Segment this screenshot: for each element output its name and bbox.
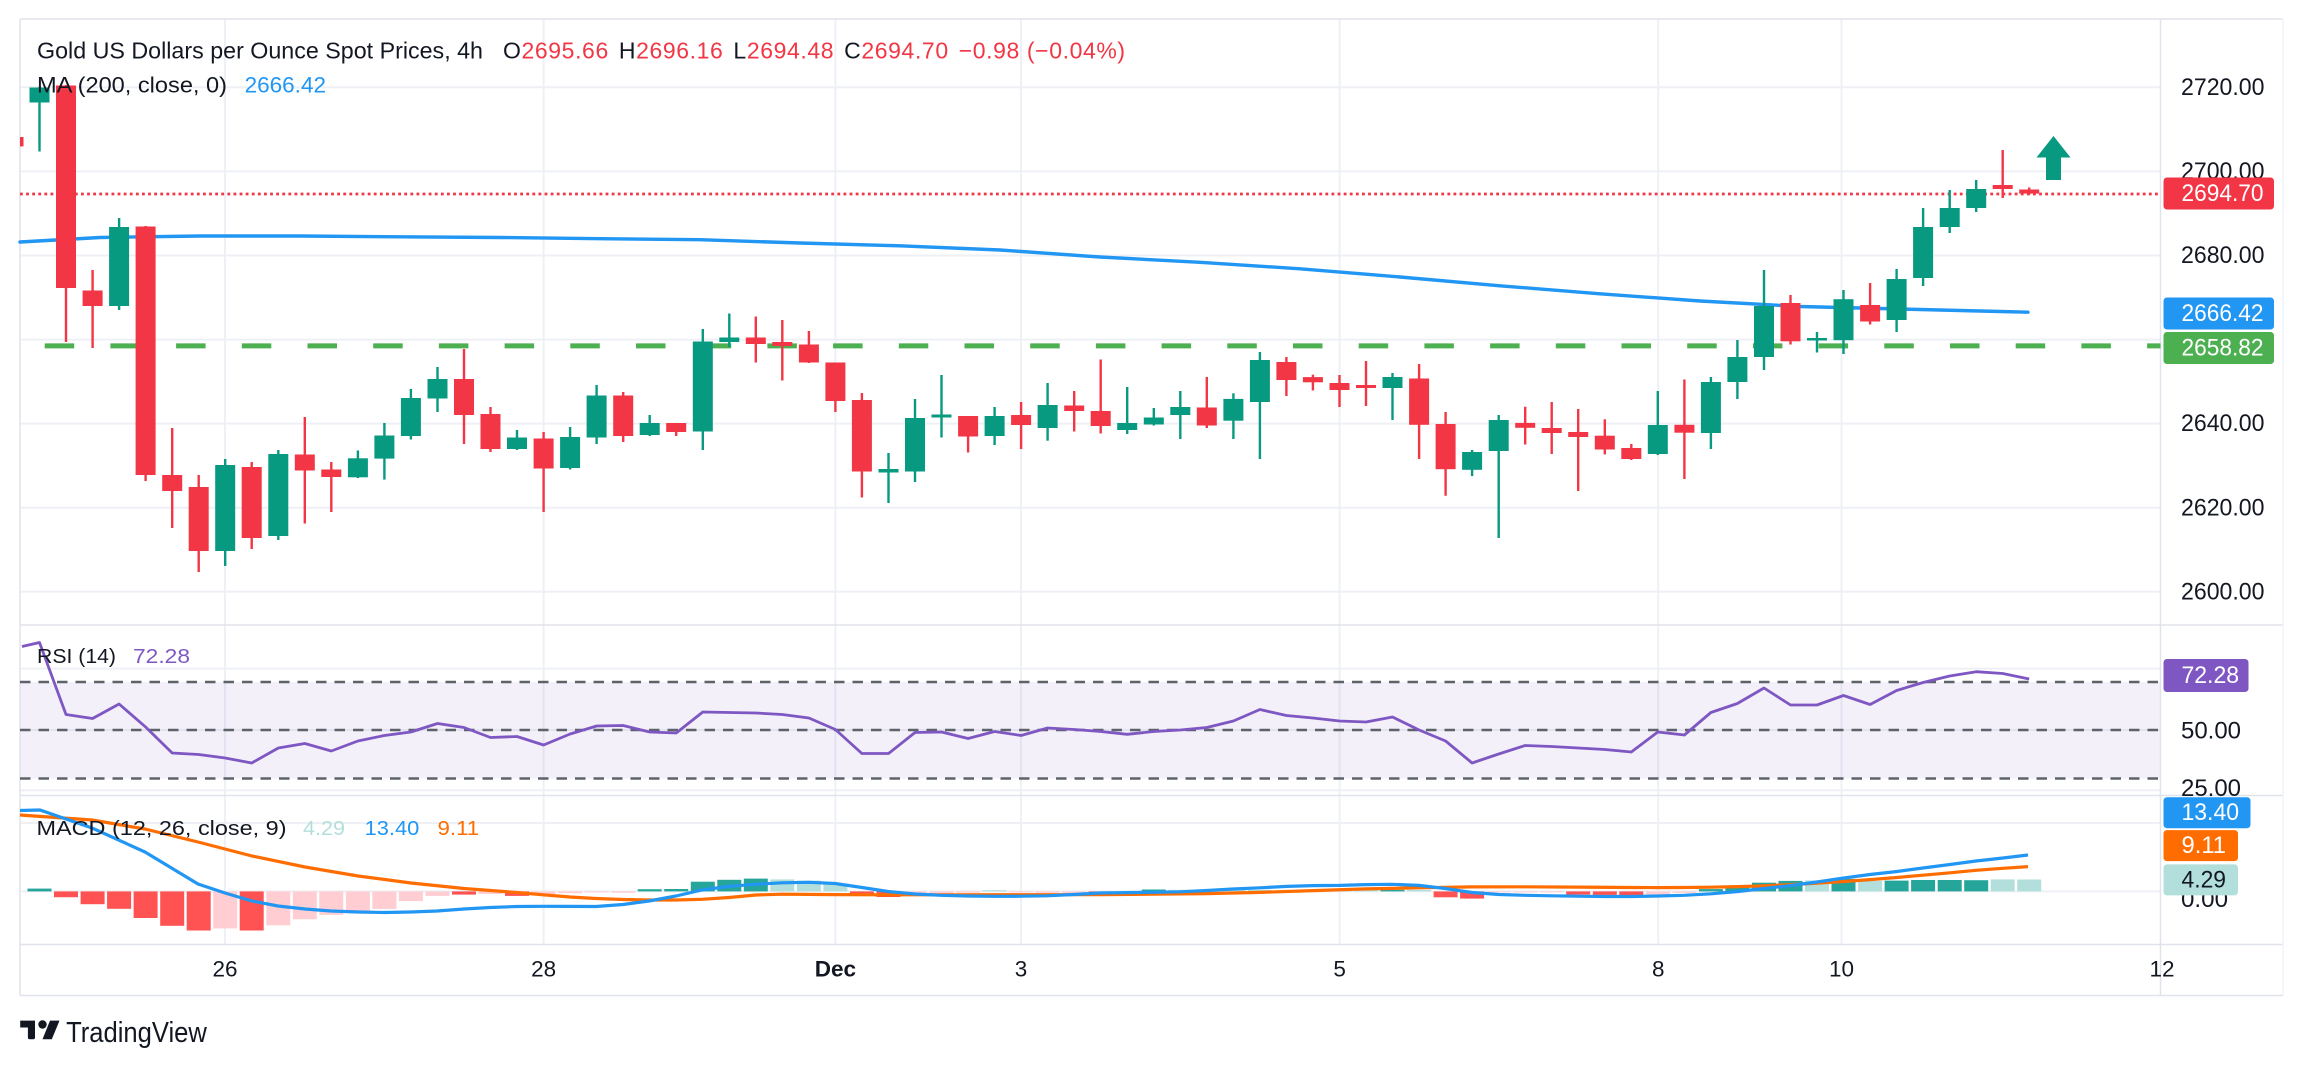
svg-text:50.00: 50.00	[2181, 717, 2241, 744]
svg-text:2600.00: 2600.00	[2181, 578, 2265, 605]
svg-text:10: 10	[1829, 957, 1854, 982]
svg-text:RSI (14): RSI (14)	[37, 645, 116, 668]
svg-text:9.11: 9.11	[438, 817, 480, 840]
svg-text:28: 28	[531, 957, 556, 982]
svg-text:8: 8	[1652, 957, 1665, 982]
svg-text:MACD (12, 26, close, 9): MACD (12, 26, close, 9)	[37, 817, 287, 840]
svg-text:5: 5	[1333, 957, 1346, 982]
svg-text:Dec: Dec	[815, 957, 856, 982]
svg-text:2680.00: 2680.00	[2181, 242, 2265, 269]
svg-text:13.40: 13.40	[2182, 799, 2240, 826]
svg-text:2666.42: 2666.42	[2182, 300, 2264, 327]
svg-text:2666.42: 2666.42	[245, 73, 326, 98]
svg-text:2620.00: 2620.00	[2181, 494, 2265, 521]
svg-text:9.11: 9.11	[2182, 832, 2227, 859]
svg-text:Gold US Dollars per Ounce Spot: Gold US Dollars per Ounce Spot Prices, 4…	[37, 38, 483, 64]
svg-text:MA (200, close, 0): MA (200, close, 0)	[37, 73, 227, 98]
svg-text:2658.82: 2658.82	[2182, 335, 2264, 362]
svg-text:72.28: 72.28	[2182, 662, 2240, 689]
svg-text:12: 12	[2149, 957, 2174, 982]
svg-text:4.29: 4.29	[2182, 866, 2227, 893]
svg-text:2640.00: 2640.00	[2181, 410, 2265, 437]
svg-text:13.40: 13.40	[365, 817, 420, 840]
svg-text:72.28: 72.28	[133, 645, 190, 668]
svg-text:2720.00: 2720.00	[2181, 74, 2265, 101]
svg-text:3: 3	[1015, 957, 1028, 982]
svg-text:TradingView: TradingView	[66, 1017, 208, 1049]
svg-text:26: 26	[212, 957, 237, 982]
svg-text:2694.70: 2694.70	[2182, 180, 2264, 207]
svg-text:4.29: 4.29	[303, 817, 345, 840]
